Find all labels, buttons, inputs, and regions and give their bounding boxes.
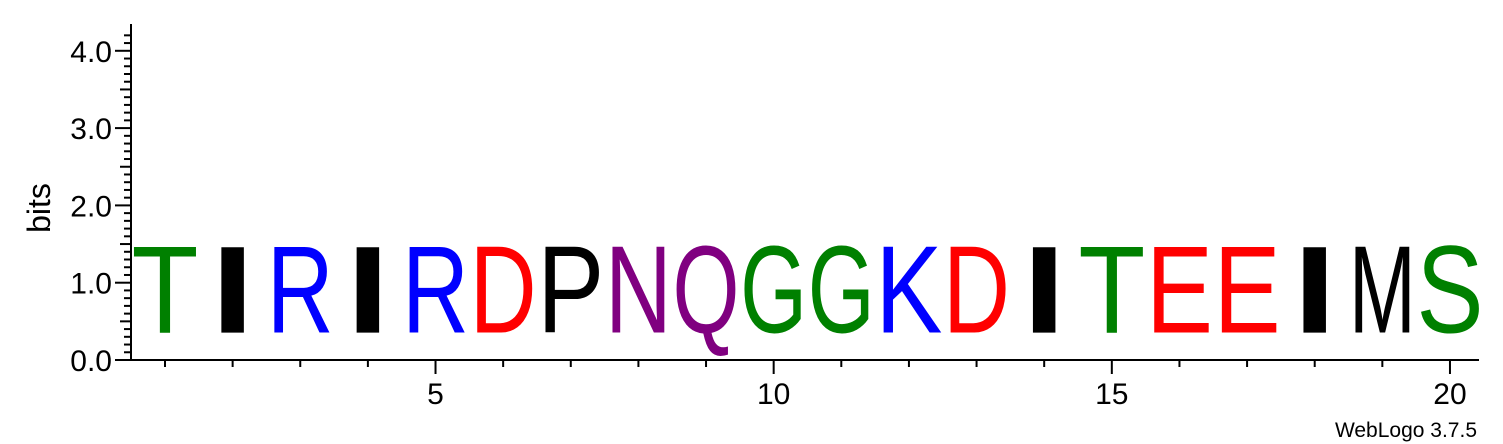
weblogo-footer: WebLogo 3.7.5 xyxy=(1335,419,1477,442)
y-axis: 0.0 1.0 2.0 3.0 4.0 xyxy=(70,24,132,378)
x-tick-label: 15 xyxy=(1095,378,1128,411)
logo-letter-q: Q xyxy=(673,220,740,359)
logo-letter-e: E xyxy=(1146,220,1213,359)
y-tick-label: 3.0 xyxy=(70,113,112,146)
x-tick-label: 5 xyxy=(427,378,444,411)
y-axis-label: bits xyxy=(21,183,57,233)
logo-letter-i: I xyxy=(1011,220,1078,359)
logo-letter-g: G xyxy=(808,220,875,359)
x-axis: 5 10 15 20 xyxy=(130,359,1479,411)
logo-letter-g: G xyxy=(740,220,807,359)
logo-letter-r: R xyxy=(267,222,334,360)
y-tick-label: 0.0 xyxy=(70,345,112,378)
y-tick-label: 2.0 xyxy=(70,190,112,223)
logo-letter-r: R xyxy=(402,222,469,360)
logo-letter-i: I xyxy=(1281,220,1348,359)
logo-letter-n: N xyxy=(605,222,672,360)
logo-letter-k: K xyxy=(875,220,942,359)
y-tick-label: 4.0 xyxy=(70,36,112,69)
logo-letter-i: I xyxy=(199,220,266,359)
x-tick-label: 10 xyxy=(757,378,790,411)
logo-letter-i: I xyxy=(334,220,401,359)
logo-letter-s: S xyxy=(1416,220,1483,359)
logo-letter-t: T xyxy=(1078,220,1145,359)
logo-letter-d: D xyxy=(470,222,537,360)
logo-letter-p: P xyxy=(537,220,604,359)
x-tick-label: 20 xyxy=(1433,378,1466,411)
y-tick-label: 1.0 xyxy=(70,268,112,301)
logo-letter-d: D xyxy=(943,222,1010,360)
logo-letter-t: T xyxy=(132,220,199,359)
logo-letter-m: M xyxy=(1349,221,1416,360)
logo-letter-e: E xyxy=(1214,220,1281,359)
